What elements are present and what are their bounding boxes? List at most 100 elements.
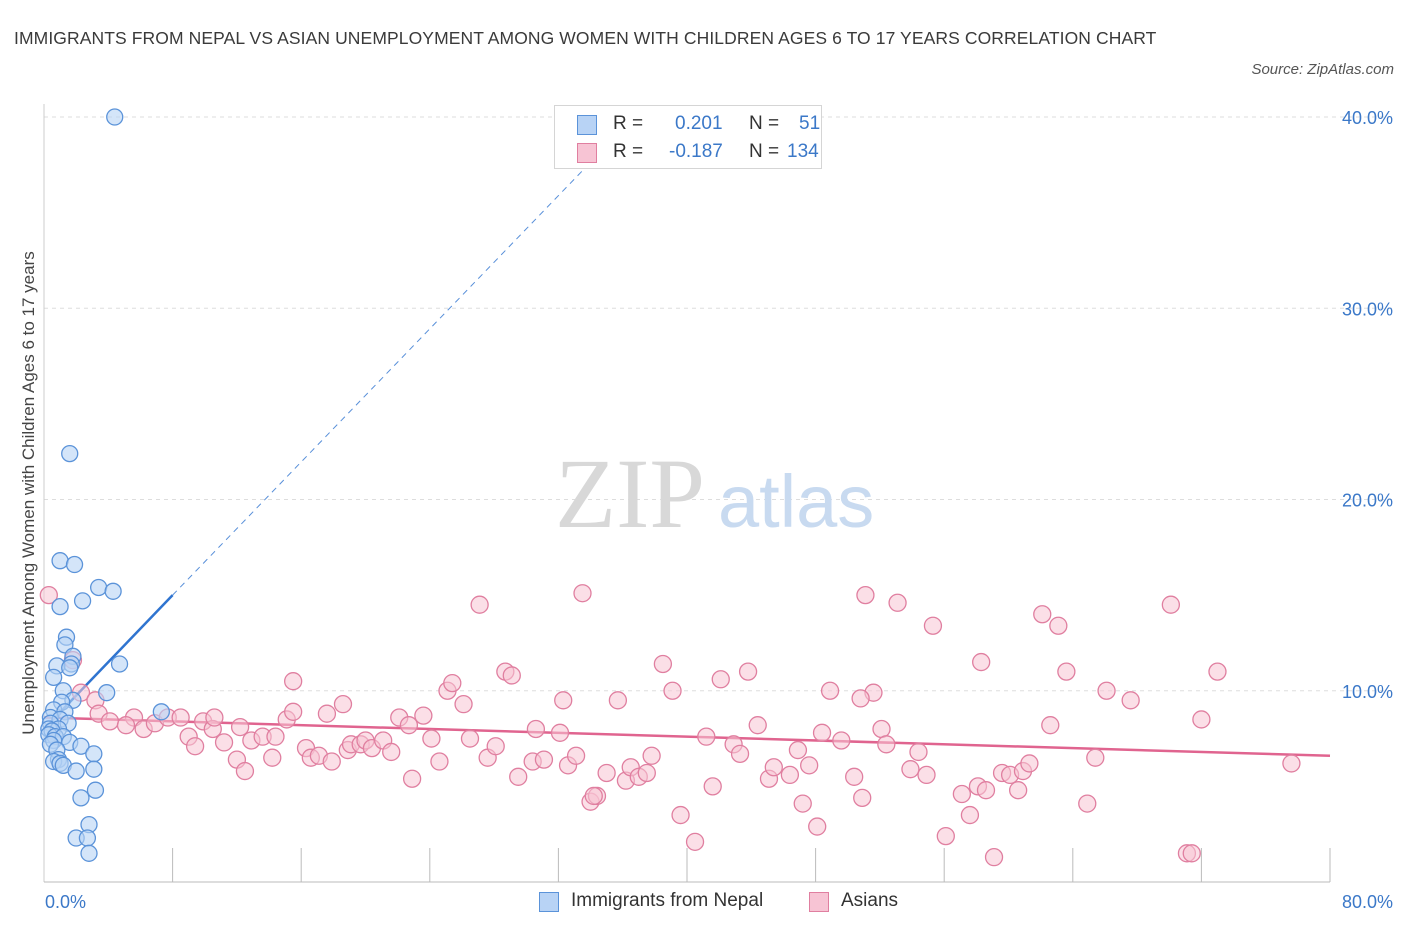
data-point-asians	[502, 666, 521, 685]
data-point-asians	[1086, 748, 1105, 767]
data-point-asians	[284, 672, 303, 691]
data-point-nepal	[65, 555, 84, 574]
data-point-asians	[653, 654, 673, 674]
data-point-asians	[573, 584, 592, 603]
legend-r-label: R =	[613, 141, 644, 162]
data-point-nepal	[85, 760, 103, 778]
data-point-asians	[820, 681, 840, 700]
data-point-nepal	[51, 597, 69, 616]
data-point-asians	[39, 585, 58, 605]
data-point-asians	[812, 723, 832, 742]
data-point-asians	[116, 716, 136, 735]
data-point-asians	[738, 662, 758, 681]
data-point-nepal	[90, 578, 108, 597]
data-point-nepal	[110, 655, 129, 673]
data-point-asians	[1008, 781, 1028, 800]
legend-label-nepal: Immigrants from Nepal	[571, 890, 764, 911]
data-point-asians	[402, 769, 422, 788]
data-point-asians	[263, 748, 282, 767]
data-point-asians	[780, 765, 800, 785]
data-point-asians	[534, 750, 554, 769]
data-point-nepal	[67, 762, 85, 780]
data-point-asians	[382, 742, 401, 762]
data-point-asians	[1161, 595, 1181, 614]
data-point-asians	[856, 585, 875, 605]
y-tick-labels: 10.0% 20.0% 30.0% 40.0%	[1342, 108, 1393, 702]
data-point-asians	[317, 704, 337, 723]
data-point-asians	[936, 826, 955, 846]
data-point-asians	[185, 737, 205, 756]
data-point-asians	[671, 805, 690, 825]
data-point-asians	[584, 786, 603, 806]
data-point-asians	[851, 689, 870, 708]
data-point-asians	[322, 752, 341, 771]
data-point-asians	[697, 727, 716, 746]
legend-r-value: 0.201	[675, 113, 723, 134]
y-tick-label: 10.0%	[1342, 682, 1393, 702]
data-point-nepal	[80, 844, 98, 862]
data-point-asians	[597, 763, 616, 783]
data-point-nepal	[85, 745, 103, 763]
data-point-nepal	[98, 684, 116, 702]
data-point-asians	[1192, 710, 1211, 729]
legend-label-asians: Asians	[841, 890, 899, 911]
data-point-asians	[1182, 844, 1201, 863]
data-point-asians	[808, 817, 827, 836]
data-point-asians	[608, 691, 628, 710]
x-tick-label: 80.0%	[1342, 892, 1393, 912]
data-point-asians	[909, 742, 928, 762]
data-point-nepal	[51, 552, 69, 570]
data-point-asians	[470, 595, 489, 614]
data-point-asians	[1208, 662, 1227, 681]
data-point-asians	[984, 847, 1004, 867]
legend-swatch-nepal	[577, 115, 597, 135]
data-point-asians	[1057, 662, 1076, 681]
data-point-nepal	[78, 829, 97, 847]
data-point-asians	[171, 708, 190, 727]
data-point-nepal	[104, 582, 122, 600]
data-point-asians	[1097, 681, 1116, 700]
data-point-asians	[663, 681, 682, 700]
trend-line-asians	[43, 716, 1331, 758]
data-point-asians	[711, 670, 730, 689]
data-point-asians	[730, 744, 750, 764]
watermark: ZIP atlas	[555, 438, 874, 549]
data-point-asians	[526, 719, 546, 739]
legend-n-value: 134	[787, 141, 819, 162]
legend-n-label: N =	[749, 141, 780, 162]
data-point-nepal	[61, 444, 79, 463]
data-point-asians	[333, 694, 353, 714]
axes	[43, 104, 1331, 883]
data-point-asians	[637, 763, 656, 783]
data-point-asians	[414, 706, 433, 725]
data-point-asians	[430, 752, 449, 771]
watermark-zip: ZIP	[555, 438, 705, 549]
data-point-asians	[1041, 716, 1060, 735]
data-point-nepal	[44, 668, 63, 687]
y-tick-label: 40.0%	[1342, 108, 1393, 128]
watermark-atlas: atlas	[718, 460, 874, 543]
data-point-nepal	[61, 659, 79, 677]
data-point-asians	[1020, 754, 1039, 773]
data-point-nepal	[72, 789, 90, 807]
data-point-asians	[853, 788, 872, 807]
data-point-asians	[214, 733, 234, 752]
data-point-asians	[788, 740, 808, 760]
data-point-asians	[748, 716, 767, 735]
data-point-asians	[230, 717, 250, 737]
y-tick-label: 30.0%	[1342, 299, 1393, 319]
data-point-asians	[972, 652, 991, 672]
data-point-asians	[399, 716, 419, 735]
data-point-nepal	[72, 737, 90, 755]
data-point-asians	[486, 737, 505, 756]
legend-r-value: -0.187	[669, 141, 723, 162]
data-point-asians	[800, 756, 819, 775]
data-point-asians	[877, 735, 896, 754]
trend-line-nepal-extension	[172, 145, 607, 596]
y-tick-label: 20.0%	[1342, 491, 1393, 511]
data-point-asians	[1049, 616, 1068, 635]
data-point-asians	[100, 712, 120, 731]
y-axis-label: Unemployment Among Women with Children A…	[19, 251, 38, 735]
data-point-asians	[550, 723, 570, 742]
data-point-asians	[1033, 605, 1052, 624]
